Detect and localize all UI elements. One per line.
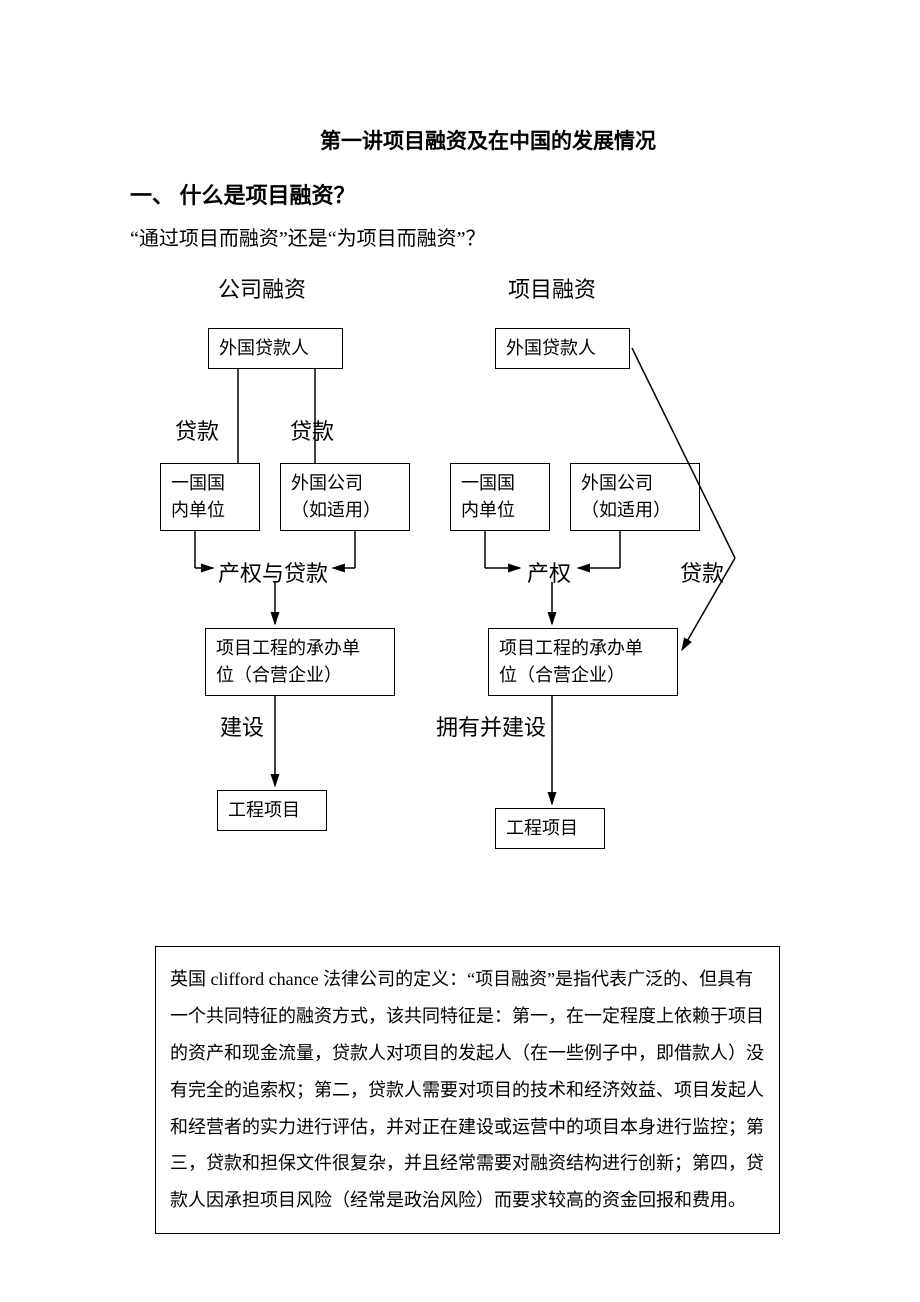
left-loan-label-2: 贷款 <box>290 414 334 446</box>
right-own-build-label: 拥有并建设 <box>436 710 546 742</box>
right-project-box: 工程项目 <box>495 808 605 849</box>
left-build-label: 建设 <box>220 710 264 742</box>
left-domestic-box: 一国国 内单位 <box>160 463 260 531</box>
page-title: 第一讲项目融资及在中国的发展情况 <box>320 125 656 155</box>
right-lender-box: 外国贷款人 <box>495 328 630 369</box>
left-loan-label-1: 贷款 <box>175 414 219 446</box>
left-foreign-box: 外国公司 （如适用） <box>280 463 410 531</box>
right-domestic-box: 一国国 内单位 <box>450 463 550 531</box>
right-loan-label: 贷款 <box>680 556 724 588</box>
left-lender-box: 外国贷款人 <box>208 328 343 369</box>
definition-box: 英国 clifford chance 法律公司的定义：“项目融资”是指代表广泛的… <box>155 946 780 1234</box>
section-heading: 一、 什么是项目融资？ <box>130 178 356 210</box>
question-text: “通过项目而融资”还是“为项目而融资”？ <box>130 222 486 251</box>
left-column-label: 公司融资 <box>218 272 306 304</box>
right-equity-label: 产权 <box>527 556 571 588</box>
right-jv-box: 项目工程的承办单 位（合营企业） <box>488 628 678 696</box>
left-equity-loan-label: 产权与贷款 <box>218 556 328 588</box>
left-jv-box: 项目工程的承办单 位（合营企业） <box>205 628 395 696</box>
left-project-box: 工程项目 <box>217 790 327 831</box>
right-foreign-box: 外国公司 （如适用） <box>570 463 700 531</box>
right-column-label: 项目融资 <box>508 272 596 304</box>
